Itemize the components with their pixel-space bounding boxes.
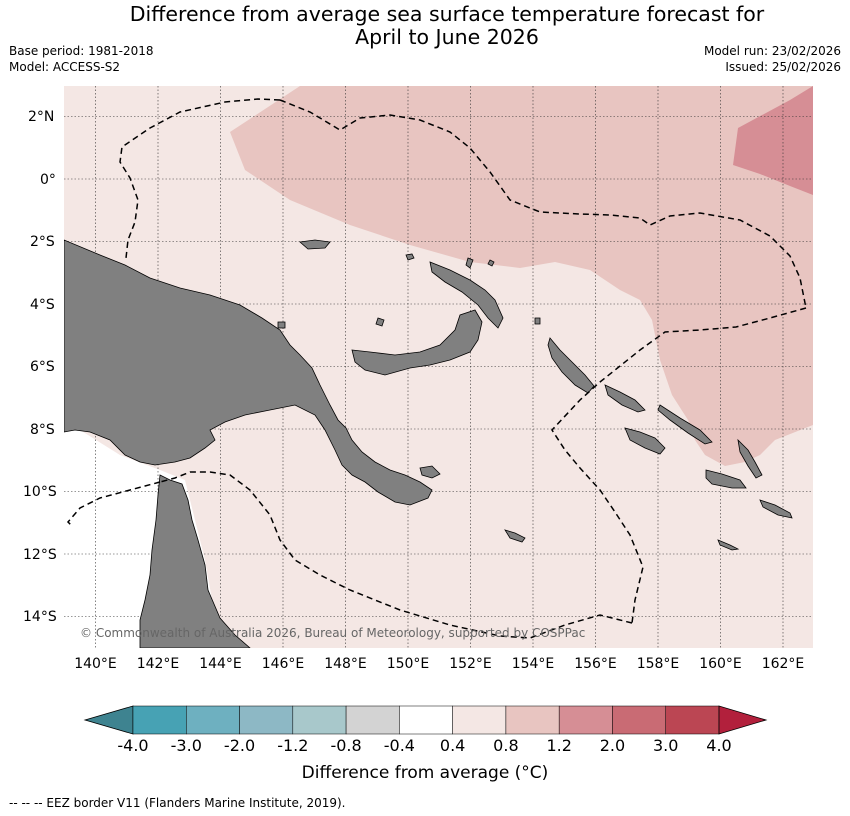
colorbar-segment [452,705,507,735]
colorbar-tick-label: 4.0 [706,736,731,755]
lat-label: 14°S [23,609,57,625]
lon-label: 144°E [199,656,242,672]
choiseul [604,384,646,413]
lon-label: 158°E [637,656,680,672]
colorbar-segment [186,705,240,735]
meta-right: Model run: 23/02/2026 Issued: 25/02/2026 [704,43,841,75]
colorbar-segment [292,705,347,735]
lon-label: 154°E [512,656,555,672]
colorbar-segment [132,705,187,735]
small-island-4 [375,317,385,327]
colorbar-tick-label: -3.0 [171,736,202,755]
landmasses [64,239,793,648]
colorbar-segment [239,705,294,735]
lon-label: 140°E [74,656,117,672]
map-area: © Commonwealth of Australia 2026, Bureau… [64,86,813,648]
malaita [737,438,763,479]
anomaly-region-mid [230,86,813,466]
rossel-island [717,539,740,551]
colorbar-ticks: -4.0 -3.0 -2.0 -1.2 -0.8 -0.4 0.4 0.8 1.2 2.0 3.0 4… [117,736,731,755]
colorbar-tick-label: -0.4 [384,736,415,755]
base-period: Base period: 1981-2018 [9,44,154,58]
colorbar-segment [399,705,453,735]
lat-label: 2°S [30,234,55,250]
fergusson-island [419,465,441,479]
colorbar-tick-label: -4.0 [117,736,148,755]
title-line-1: Difference from average sea surface temp… [129,2,765,26]
anomaly-region-high [733,86,813,195]
cape-york [139,474,251,648]
meta-left: Base period: 1981-2018 Model: ACCESS-S2 [9,43,154,75]
small-island-2 [277,321,286,329]
new-guinea [64,239,433,506]
model-run: Model run: 23/02/2026 [703,44,841,58]
colorbar-title: Difference from average (°C) [301,763,549,783]
title-line-2: April to June 2026 [355,25,539,49]
admiralty-small [405,253,415,261]
lat-label: 2°N [28,109,54,125]
colorbar-segment [505,705,560,735]
louisiade-island [504,529,526,543]
lon-label: 150°E [387,656,430,672]
colorbar-tick-label: 2.0 [600,736,625,755]
colorbar-tick-label: 0.4 [440,736,465,755]
santa-isabel [657,404,713,445]
lat-label: 0° [40,172,56,188]
lon-label: 146°E [262,656,305,672]
eez-footnote: -- -- -- EEZ border V11 (Flanders Marine… [9,796,346,810]
map-title: Difference from average sea surface temp… [0,3,850,49]
colorbar-tick-label: -0.8 [330,736,361,755]
colorbar-tick-label: 3.0 [653,736,678,755]
colorbar-tick-label: 1.2 [546,736,571,755]
colorbar-segment [558,705,613,735]
colorbar-tick-label: 0.8 [493,736,518,755]
copyright-text: © Commonwealth of Australia 2026, Bureau… [80,626,585,640]
lon-label: 148°E [324,656,367,672]
guadalcanal [624,427,666,455]
model-name: Model: ACCESS-S2 [9,60,121,74]
colorbar [83,705,768,735]
manus [299,239,331,250]
lat-label: 6°S [30,359,55,375]
lat-label: 4°S [30,297,55,313]
lon-label: 142°E [137,656,180,672]
small-island-5 [534,317,541,325]
lon-label: 162°E [762,656,805,672]
small-island-3 [465,257,474,269]
lat-label: 12°S [23,547,57,563]
rennell [759,499,793,519]
colorbar-segment [665,705,720,735]
new-ireland [429,261,504,329]
issued-date: Issued: 25/02/2026 [725,60,841,74]
colorbar-extend-low [83,705,134,735]
makira [705,469,747,489]
lat-labels: 2°N 0° 2°S 4°S 6°S 8°S 10°S 12°S 14°S [23,109,57,625]
small-island-1 [487,259,495,267]
lon-label: 160°E [699,656,742,672]
lat-label: 8°S [30,422,55,438]
colorbar-tick-label: -1.2 [277,736,308,755]
lon-label: 152°E [449,656,492,672]
colorbar-extend-high [718,705,768,735]
colorbar-segment [612,705,666,735]
eez-border [66,98,807,639]
lon-labels: 140°E 142°E 144°E 146°E 148°E 150°E 152°… [74,656,804,672]
new-britain [351,309,483,376]
lat-label: 10°S [23,484,57,500]
colorbar-segment [345,705,400,735]
colorbar-tick-label: -2.0 [224,736,255,755]
lon-label: 156°E [574,656,617,672]
